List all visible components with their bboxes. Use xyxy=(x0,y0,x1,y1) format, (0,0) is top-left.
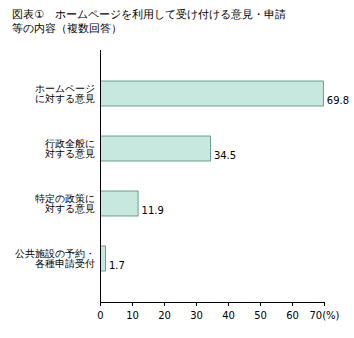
svg-text:ホームページに対する意見: ホームページに対する意見 xyxy=(35,83,95,104)
svg-text:30: 30 xyxy=(190,310,203,321)
svg-text:特定の政策に対する意見: 特定の政策に対する意見 xyxy=(35,193,95,214)
svg-text:1.7: 1.7 xyxy=(109,260,125,271)
svg-text:20: 20 xyxy=(158,310,171,321)
svg-text:34.5: 34.5 xyxy=(214,150,236,161)
svg-text:70(%): 70(%) xyxy=(309,310,339,321)
svg-text:60: 60 xyxy=(286,310,299,321)
svg-text:公共施設の予約・各種申請受付: 公共施設の予約・各種申請受付 xyxy=(15,248,95,269)
svg-text:0: 0 xyxy=(97,310,103,321)
svg-text:10: 10 xyxy=(126,310,139,321)
svg-text:行政全般に対する意見: 行政全般に対する意見 xyxy=(45,138,95,159)
svg-text:11.9: 11.9 xyxy=(142,205,164,216)
html-text:図表① ホームページを利用して受け付ける意見・申請 等の内容: 図表① ホームページを利用して受け付ける意見・申請 等の内容（複数回答） xyxy=(12,8,286,35)
svg-text:50: 50 xyxy=(254,310,267,321)
svg-text:40: 40 xyxy=(222,310,235,321)
svg-text:69.8: 69.8 xyxy=(327,95,349,106)
